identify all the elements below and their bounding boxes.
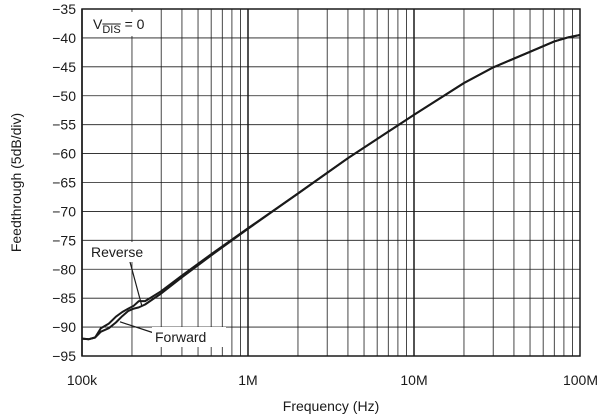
series-label-forward: Forward: [155, 329, 206, 345]
condition-label-base: V: [93, 16, 103, 32]
grid: [81, 8, 580, 357]
y-tick-label: −35: [52, 1, 76, 17]
series-annotations: Reverse Forward: [88, 242, 226, 347]
condition-label-suffix: = 0: [121, 16, 145, 32]
y-tick-label: −70: [52, 203, 76, 219]
x-tick-label: 10M: [400, 372, 427, 388]
y-tick-label: −40: [52, 30, 76, 46]
y-tick-label: −80: [52, 261, 76, 277]
condition-label-background: [88, 12, 160, 36]
y-tick-label: −75: [52, 232, 76, 248]
y-tick-label: −85: [52, 290, 76, 306]
leader-line-forward: [119, 321, 155, 334]
x-tick-label: 100k: [67, 372, 98, 388]
y-tick-label: −65: [52, 175, 76, 191]
x-tick-labels: 100k 1M 10M 100M: [67, 372, 598, 388]
y-tick-label: −45: [52, 59, 76, 75]
condition-label-subscript: DIS: [102, 24, 120, 36]
x-axis-title: Frequency (Hz): [283, 398, 379, 414]
plot-frame: [81, 8, 581, 357]
y-tick-label: −60: [52, 146, 76, 162]
y-tick-label: −95: [52, 348, 76, 364]
series-label-reverse: Reverse: [91, 244, 143, 260]
y-tick-label: −90: [52, 319, 76, 335]
leader-line-reverse: [129, 261, 143, 307]
y-tick-label: −50: [52, 88, 76, 104]
label-background-reverse: [88, 242, 160, 262]
x-tick-label: 100M: [563, 372, 598, 388]
y-tick-label: −55: [52, 117, 76, 133]
series-line-reverse: [81, 34, 581, 341]
y-axis-title: Feedthrough (5dB/div): [8, 113, 24, 252]
x-tick-label: 1M: [238, 372, 257, 388]
label-background-forward: [152, 327, 226, 347]
condition-label: VDIS = 0: [93, 16, 145, 36]
y-tick-labels: −35 −40 −45 −50 −55 −60 −65 −70 −75 −80 −85 −90 −95: [52, 1, 76, 364]
series-line-forward: [81, 34, 581, 341]
series-layer: [81, 34, 581, 341]
